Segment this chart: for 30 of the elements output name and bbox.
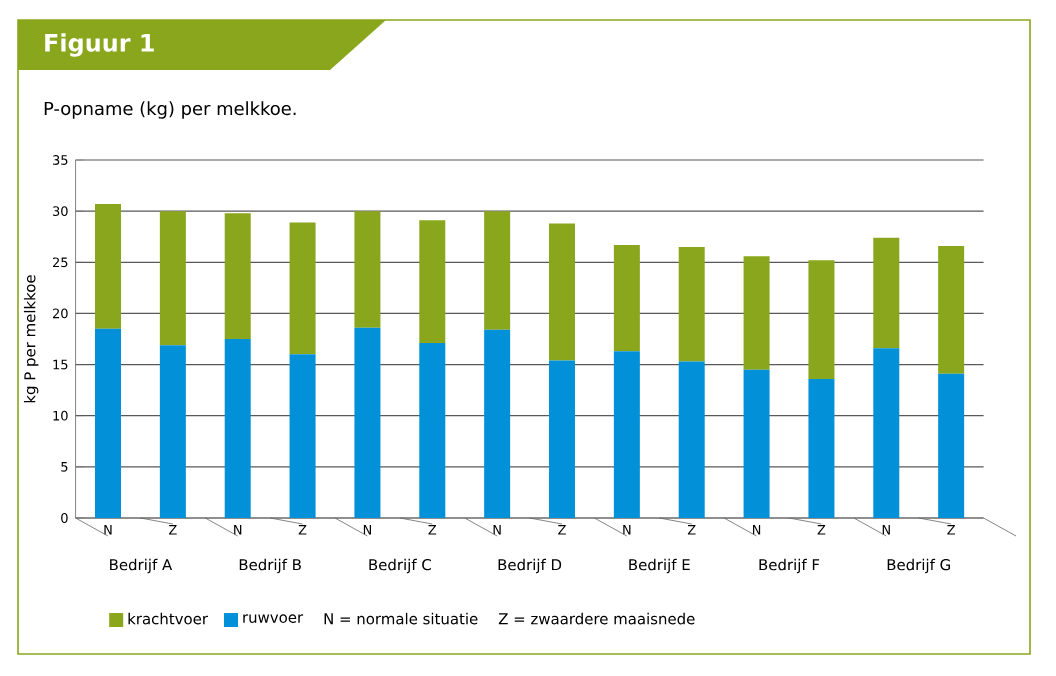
bar: [354, 327, 381, 518]
bar: [419, 343, 446, 518]
bar: [224, 339, 251, 518]
bar: [549, 223, 576, 361]
bar: [613, 244, 640, 352]
bar: [95, 328, 121, 518]
bar: [613, 351, 640, 518]
bar: [678, 361, 705, 518]
bar: [224, 213, 251, 339]
chart-subtitle: P-opname (kg) per melkkoe.: [44, 101, 296, 119]
bar: [159, 345, 186, 518]
bar: [873, 348, 900, 518]
bar: [159, 211, 186, 346]
bar: [938, 245, 965, 374]
bar: [95, 203, 121, 329]
bar: [484, 211, 511, 330]
bar: [743, 256, 770, 370]
bar: [938, 373, 965, 518]
bar: [549, 360, 576, 518]
bar: [873, 237, 900, 349]
bar: [419, 220, 446, 344]
bar: [289, 222, 316, 355]
bar: [808, 378, 835, 518]
bar: [808, 260, 835, 379]
bar: [678, 246, 705, 362]
chart-title: Figuur 1: [45, 33, 154, 57]
bar: [743, 369, 770, 518]
bar: [289, 354, 316, 518]
bar: [484, 329, 511, 518]
bar: [354, 211, 381, 328]
